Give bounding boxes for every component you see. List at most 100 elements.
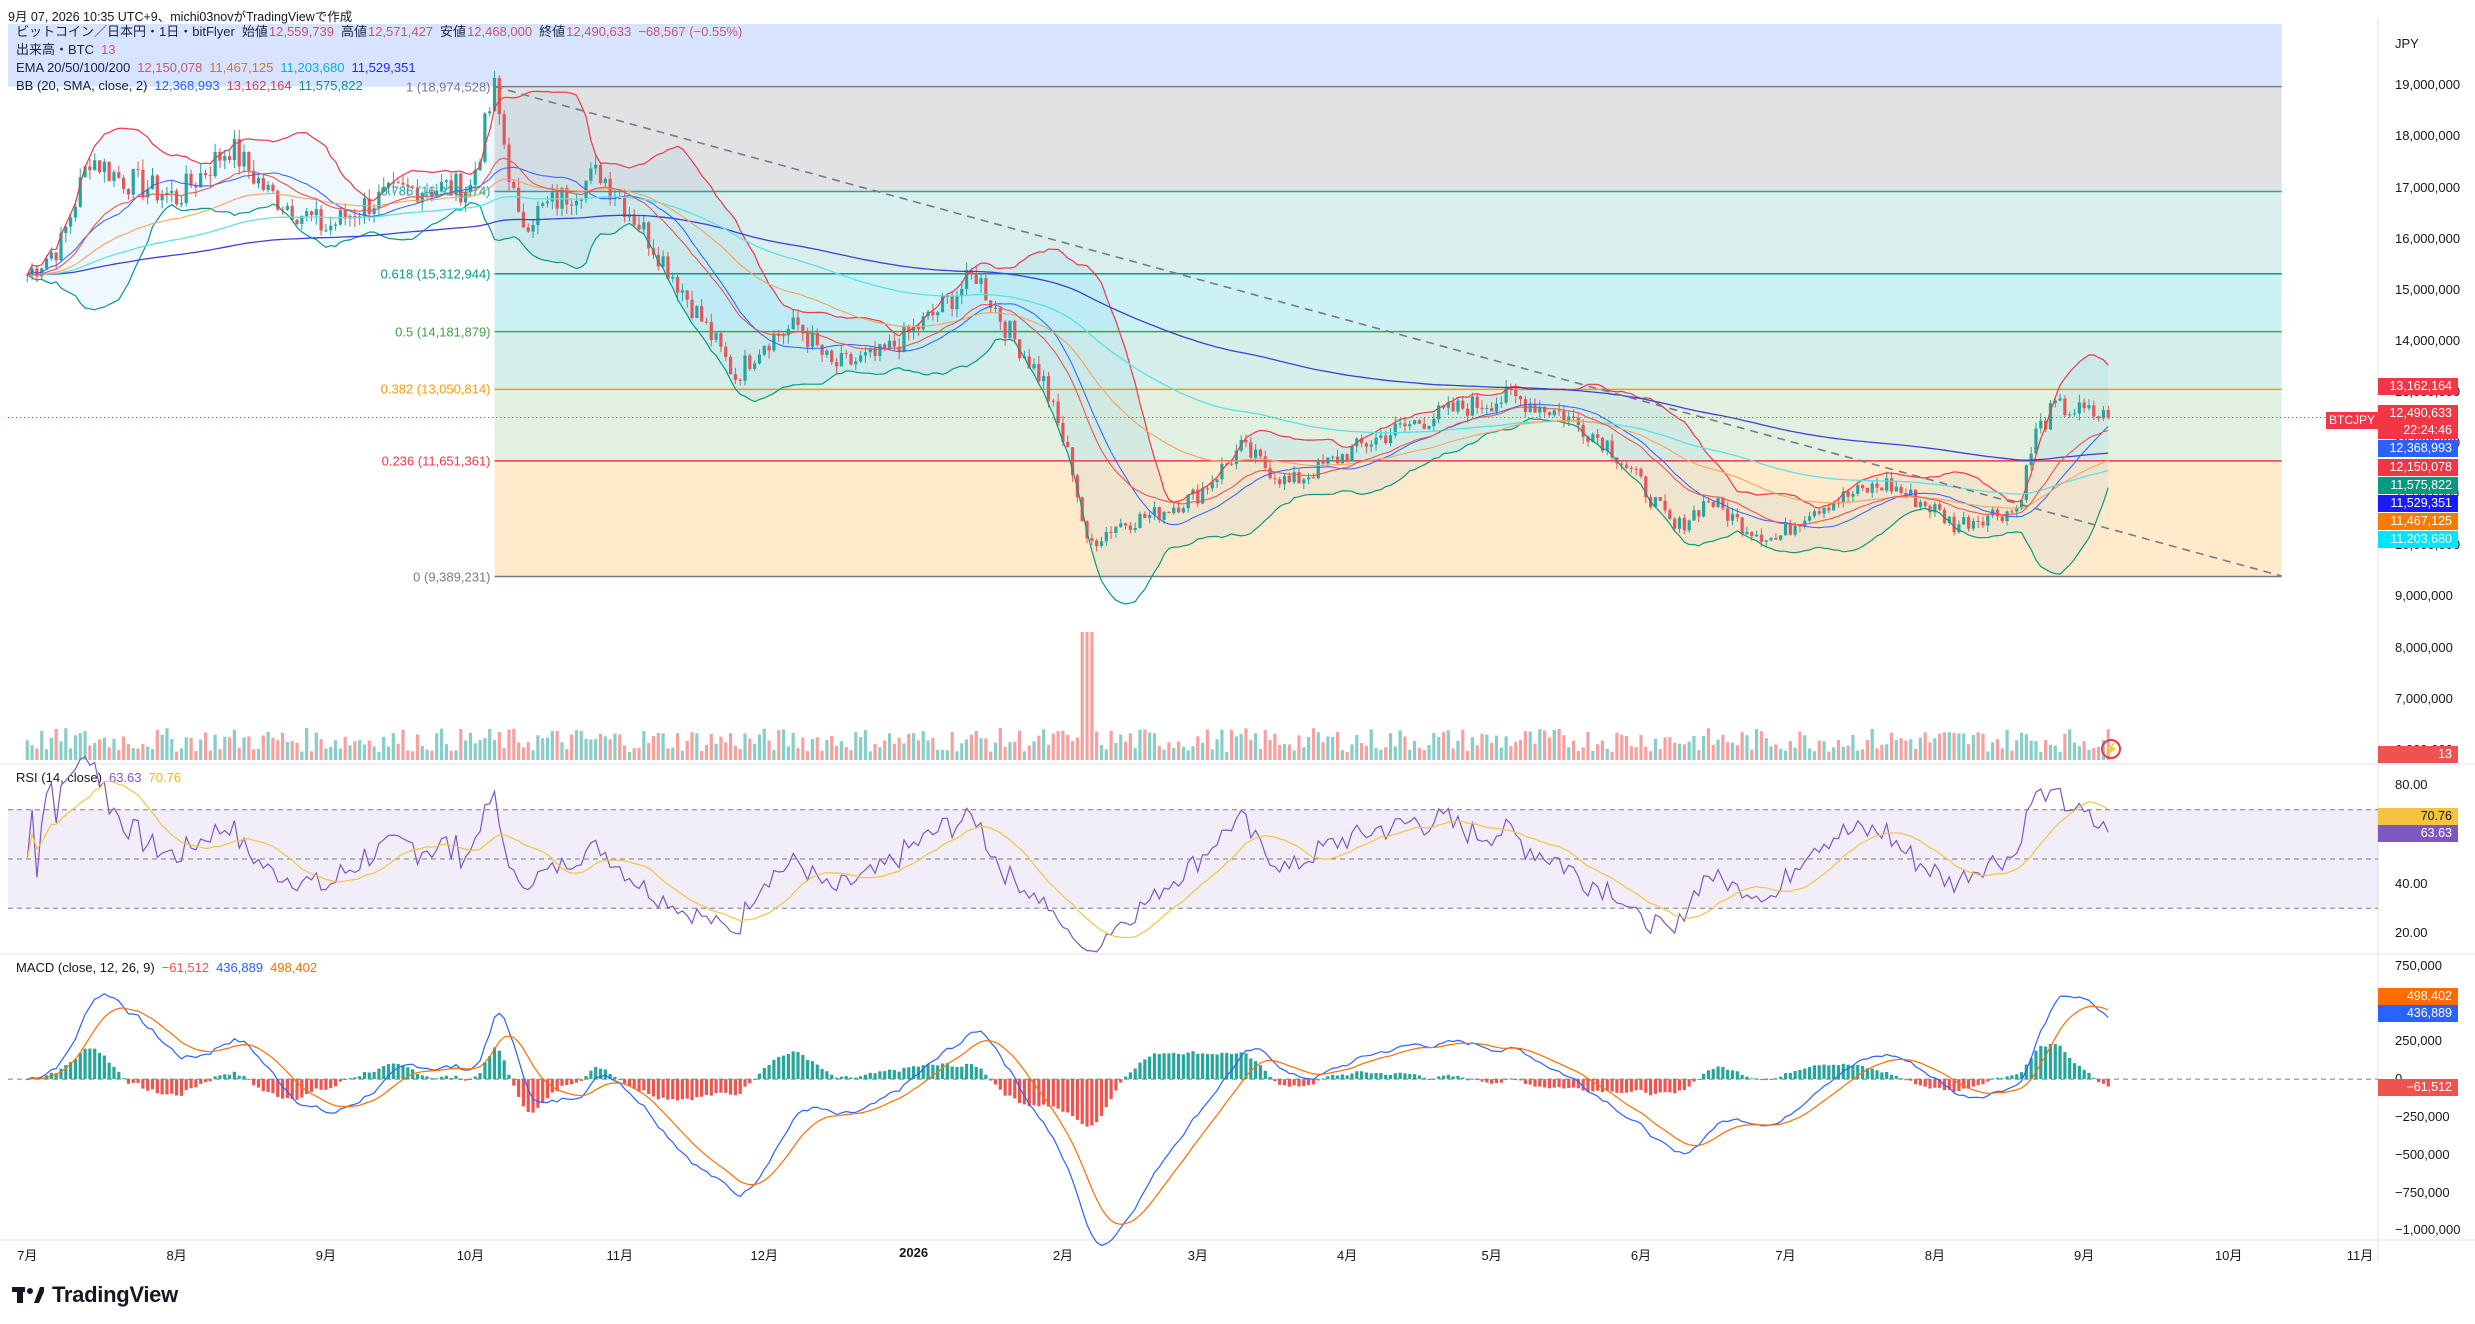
macd-histogram-bar	[1181, 1054, 1185, 1080]
candle	[1639, 468, 1643, 477]
volume-bar	[2058, 751, 2062, 760]
volume-bar	[280, 732, 285, 760]
volume-bar	[690, 732, 694, 760]
volume-bar	[912, 733, 916, 760]
candle	[232, 138, 237, 161]
candle	[1702, 501, 1706, 517]
volume-bar	[473, 743, 477, 760]
fib-extension-zone	[8, 24, 2282, 87]
candle	[107, 161, 111, 182]
macd-histogram-bar	[1302, 1079, 1306, 1087]
candle	[1933, 504, 1937, 513]
volume-bar	[1287, 744, 1291, 760]
macd-histogram-bar	[1836, 1065, 1841, 1080]
symbol-legend[interactable]: ビットコイン／日本円・1日・bitFlyer 始値12,559,739 高値12,5…	[16, 24, 749, 40]
candle	[449, 180, 453, 195]
volume-bar	[343, 736, 347, 760]
macd-histogram-bar	[1870, 1068, 1874, 1080]
candle	[724, 346, 728, 357]
volume-bar	[1812, 751, 1817, 760]
macd-tick-label: −750,000	[2395, 1184, 2450, 1200]
candle	[1268, 467, 1272, 479]
macd-line-value: 436,889	[216, 960, 264, 975]
candle	[526, 227, 530, 232]
macd-legend[interactable]: MACD (close, 12, 26, 9) −61,512 436,889 498…	[16, 960, 324, 976]
candle	[1393, 423, 1397, 436]
candle	[1851, 493, 1855, 497]
macd-histogram-bar	[1726, 1069, 1730, 1080]
macd-histogram-bar	[1547, 1079, 1552, 1089]
bb-lower-value: 11,575,822	[299, 78, 363, 93]
candle	[1754, 534, 1759, 537]
macd-histogram-bar	[1629, 1079, 1633, 1092]
currency-label[interactable]: JPY	[2395, 36, 2419, 51]
candle	[550, 192, 554, 202]
macd-histogram-bar	[59, 1068, 63, 1080]
macd-histogram-bar	[2029, 1058, 2033, 1080]
candle	[1162, 511, 1166, 520]
macd-chip: −61,512	[2378, 1079, 2458, 1096]
candle	[2092, 405, 2096, 417]
volume-bar	[753, 743, 757, 760]
candle	[1788, 523, 1792, 535]
volume-bar	[1162, 749, 1166, 760]
volume-bar	[940, 749, 945, 760]
volume-bar	[969, 734, 974, 760]
macd-histogram-bar	[1856, 1064, 1860, 1080]
volume-bar	[2029, 740, 2033, 760]
candle	[897, 346, 901, 352]
volume-bar	[25, 740, 29, 760]
volume-bar	[1759, 731, 1764, 760]
macd-histogram-bar	[1528, 1079, 1532, 1085]
volume-bar	[483, 738, 487, 760]
volume-bar	[1865, 739, 1869, 760]
volume-bar	[49, 737, 53, 760]
macd-histogram-bar	[1995, 1077, 2000, 1080]
macd-histogram-bar	[430, 1078, 434, 1080]
candle	[1379, 435, 1383, 438]
macd-histogram-bar	[1051, 1079, 1055, 1107]
fib-zone	[494, 389, 2282, 461]
macd-histogram-bar	[969, 1063, 974, 1080]
symbol-name: ビットコイン／日本円・1日・bitFlyer	[16, 24, 235, 39]
macd-histogram-bar	[507, 1074, 511, 1080]
volume-bar	[1393, 746, 1397, 760]
fib-level-label: 0 (9,389,231)	[413, 569, 491, 585]
macd-histogram-bar	[396, 1063, 400, 1080]
candle	[1745, 531, 1749, 534]
macd-histogram-bar	[960, 1066, 964, 1080]
candle	[1475, 396, 1479, 408]
brand-logo[interactable]: TradingView	[12, 1282, 178, 1308]
candle	[295, 219, 299, 224]
candle	[1432, 419, 1436, 427]
macd-histogram-bar	[1754, 1078, 1759, 1080]
volume-bar	[1490, 742, 1494, 760]
volume-bar	[993, 742, 998, 760]
volume-bar	[1138, 729, 1142, 760]
volume-bar	[1976, 732, 1980, 760]
candle	[1456, 400, 1460, 412]
volume-legend[interactable]: 出来高・BTC 13	[16, 42, 122, 58]
close-label: 終値	[539, 24, 565, 39]
lightning-icon[interactable]: ⚡	[2101, 739, 2121, 759]
volume-label: 出来高・BTC	[16, 42, 94, 57]
bb-basis-value: 12,368,993	[155, 78, 220, 93]
rsi-legend[interactable]: RSI (14, close) 63.63 70.76	[16, 770, 188, 786]
macd-histogram-bar	[642, 1079, 646, 1091]
time-tick-label: 4月	[1337, 1248, 1358, 1263]
macd-histogram-bar	[155, 1079, 159, 1094]
candle	[536, 205, 540, 225]
macd-histogram-bar	[656, 1079, 660, 1100]
volume-bar	[1620, 734, 1624, 760]
volume-bar	[1788, 741, 1792, 760]
bb-legend[interactable]: BB (20, SMA, close, 2) 12,368,993 13,162,1…	[16, 78, 370, 94]
ema-legend[interactable]: EMA 20/50/100/200 12,150,078 11,467,125 11,…	[16, 60, 423, 76]
volume-bar	[1282, 743, 1287, 760]
candle	[1331, 456, 1335, 458]
macd-histogram-bar	[1687, 1079, 1691, 1087]
rsi-chip: 63.63	[2378, 825, 2458, 842]
volume-bar	[2097, 746, 2101, 760]
candle	[2048, 403, 2053, 430]
volume-bar	[1254, 733, 1258, 760]
